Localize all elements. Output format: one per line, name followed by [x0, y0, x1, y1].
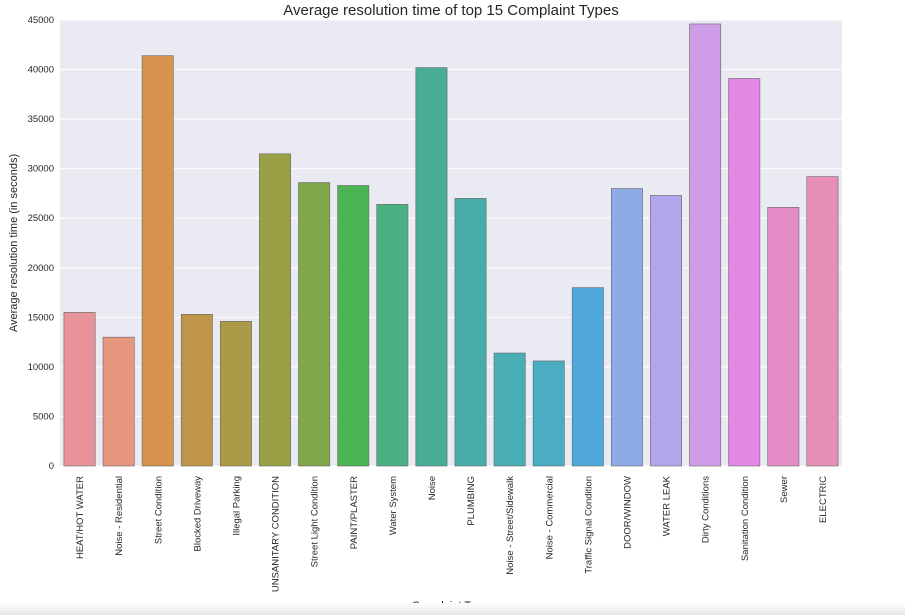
bar	[337, 185, 370, 467]
bar	[493, 352, 526, 467]
bar	[180, 314, 213, 467]
bars	[63, 23, 839, 467]
x-tick-label: Dirty Conditions	[701, 476, 712, 543]
bar	[650, 195, 682, 467]
bar	[767, 207, 800, 467]
x-tick-label: Noise	[427, 476, 438, 500]
y-tick-label: 45000	[28, 15, 54, 26]
x-tick-label: Noise - Residential	[114, 476, 125, 556]
bar	[259, 153, 291, 467]
y-tick-label: 20000	[28, 263, 54, 274]
x-tick-label: Traffic Signal Condition	[583, 476, 594, 574]
bar	[415, 67, 448, 467]
bar	[376, 204, 409, 467]
x-tick-label: WATER LEAK	[662, 475, 673, 536]
bottom-shade	[0, 603, 905, 615]
x-tick-label: Street Light Condition	[310, 476, 321, 567]
y-axis-ticks: 0 5000 10000 15000 20000 25000 30000 35000 40000…	[28, 15, 54, 472]
bar	[532, 360, 565, 467]
x-tick-label: ELECTRIC	[818, 476, 829, 523]
bar	[611, 188, 643, 467]
bar	[298, 182, 331, 467]
x-tick-label: Noise - Street/Sidewalk	[505, 476, 516, 575]
x-tick-label: PAINT/PLASTER	[349, 476, 360, 549]
x-axis-ticks: HEAT/HOT WATER Noise - Residential Street …	[75, 475, 829, 592]
bar	[63, 312, 96, 467]
x-tick-label: Blocked Driveway	[192, 476, 203, 552]
y-tick-label: 15000	[28, 312, 54, 323]
bar	[141, 55, 174, 467]
y-tick-label: 0	[49, 461, 54, 472]
x-tick-label: PLUMBING	[466, 476, 477, 526]
bar	[454, 198, 487, 467]
bar	[806, 176, 839, 467]
bar	[728, 78, 761, 467]
x-tick-label: Sanitation Condition	[740, 476, 751, 561]
chart-title: Average resolution time of top 15 Compla…	[283, 2, 618, 19]
x-tick-label: DOOR/WINDOW	[622, 476, 633, 549]
x-tick-label: Sewer	[779, 476, 790, 503]
x-tick-label: HEAT/HOT WATER	[75, 476, 86, 559]
y-axis-label: Average resolution time (in seconds)	[8, 154, 20, 332]
y-tick-label: 25000	[28, 213, 54, 224]
y-tick-label: 30000	[28, 164, 54, 175]
y-tick-label: 35000	[28, 114, 54, 125]
x-tick-label: Street Condition	[153, 476, 164, 544]
bar	[102, 336, 135, 467]
y-tick-label: 5000	[33, 411, 54, 422]
bar	[220, 320, 252, 467]
bar	[689, 23, 722, 467]
x-tick-label: Noise - Commercial	[544, 476, 555, 559]
x-tick-label: Water System	[388, 476, 399, 535]
plot-background	[60, 20, 842, 466]
bar	[571, 287, 604, 467]
y-tick-label: 40000	[28, 65, 54, 76]
y-tick-label: 10000	[28, 362, 54, 373]
x-tick-label: Illegal Parking	[231, 476, 242, 536]
x-tick-label: UNSANITARY CONDITION	[271, 476, 282, 592]
